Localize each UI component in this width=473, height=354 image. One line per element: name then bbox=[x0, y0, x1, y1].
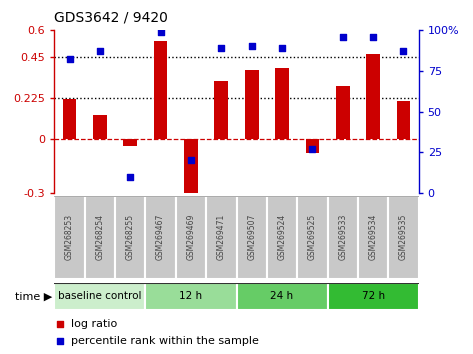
Text: log ratio: log ratio bbox=[71, 319, 117, 329]
Bar bbox=[184, 139, 198, 195]
Bar bbox=[115, 195, 146, 279]
Text: GSM268255: GSM268255 bbox=[126, 214, 135, 260]
Bar bbox=[54, 283, 146, 310]
Bar bbox=[366, 53, 380, 139]
Bar bbox=[306, 139, 319, 153]
Point bbox=[218, 45, 225, 51]
Text: percentile rank within the sample: percentile rank within the sample bbox=[71, 336, 259, 346]
Bar bbox=[146, 283, 236, 310]
Point bbox=[278, 45, 286, 51]
Text: GSM269534: GSM269534 bbox=[368, 214, 377, 261]
Text: time ▶: time ▶ bbox=[15, 291, 52, 302]
Bar bbox=[236, 195, 267, 279]
Point bbox=[157, 29, 165, 35]
Text: GSM269525: GSM269525 bbox=[308, 214, 317, 260]
Bar bbox=[236, 283, 327, 310]
Bar bbox=[93, 115, 107, 139]
Bar bbox=[206, 195, 236, 279]
Bar bbox=[327, 195, 358, 279]
Point bbox=[56, 338, 64, 344]
Bar bbox=[396, 101, 410, 139]
Bar bbox=[267, 195, 297, 279]
Bar bbox=[327, 283, 419, 310]
Text: GSM269471: GSM269471 bbox=[217, 214, 226, 260]
Point bbox=[66, 57, 73, 62]
Point bbox=[126, 174, 134, 179]
Bar bbox=[358, 195, 388, 279]
Text: baseline control: baseline control bbox=[58, 291, 142, 302]
Bar bbox=[146, 195, 176, 279]
Bar bbox=[85, 195, 115, 279]
Text: 24 h: 24 h bbox=[271, 291, 294, 302]
Point bbox=[248, 44, 255, 49]
Bar bbox=[214, 81, 228, 139]
Bar bbox=[388, 195, 419, 279]
Bar bbox=[245, 70, 259, 139]
Text: 12 h: 12 h bbox=[179, 291, 202, 302]
Text: GDS3642 / 9420: GDS3642 / 9420 bbox=[54, 11, 168, 25]
Text: GSM269467: GSM269467 bbox=[156, 214, 165, 261]
Point bbox=[187, 158, 195, 163]
Text: GSM268254: GSM268254 bbox=[96, 214, 105, 260]
Text: 72 h: 72 h bbox=[361, 291, 385, 302]
Point bbox=[369, 34, 377, 39]
Text: GSM268253: GSM268253 bbox=[65, 214, 74, 260]
Text: GSM269469: GSM269469 bbox=[186, 214, 195, 261]
Point bbox=[339, 34, 347, 39]
Point bbox=[96, 48, 104, 54]
Bar bbox=[154, 41, 167, 139]
Bar bbox=[336, 86, 350, 139]
Text: GSM269535: GSM269535 bbox=[399, 214, 408, 261]
Point bbox=[400, 48, 407, 54]
Bar bbox=[54, 195, 85, 279]
Text: GSM269533: GSM269533 bbox=[338, 214, 347, 261]
Point bbox=[308, 146, 316, 152]
Bar bbox=[275, 68, 289, 139]
Text: GSM269524: GSM269524 bbox=[278, 214, 287, 260]
Bar bbox=[176, 195, 206, 279]
Bar bbox=[297, 195, 327, 279]
Bar bbox=[63, 99, 77, 139]
Text: GSM269507: GSM269507 bbox=[247, 214, 256, 261]
Point bbox=[56, 321, 64, 326]
Bar bbox=[123, 139, 137, 146]
